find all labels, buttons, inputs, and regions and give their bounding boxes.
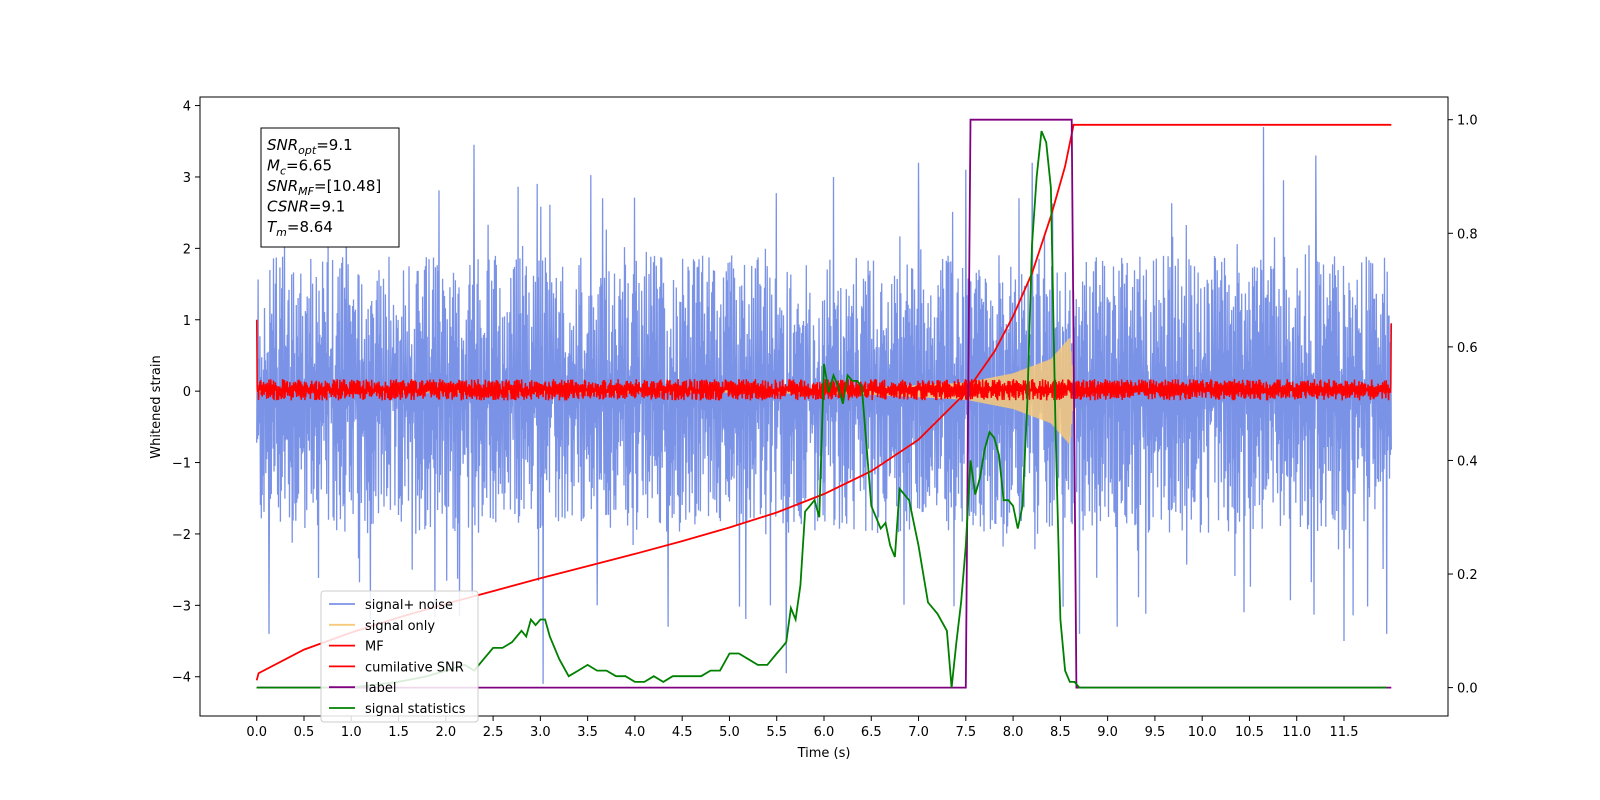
series-signal-noise xyxy=(256,126,1392,684)
x-tick-label: 3.5 xyxy=(577,725,598,740)
legend-frame xyxy=(320,590,479,723)
y-tick-label: 3 xyxy=(183,171,191,186)
legend-label: label xyxy=(365,681,396,696)
x-tick-label: 6.5 xyxy=(861,725,882,740)
x-axis-label: Time (s) xyxy=(797,746,851,761)
y2-tick-label: 0.6 xyxy=(1457,341,1478,356)
axes-ticks: 0.0 0.5 1.0 1.5 2.0 2.5 3.0 3.5 4.0 4.5 5.0 5.5 6.0 6… xyxy=(172,100,1478,740)
annotation-line: Mc=6.65 xyxy=(267,157,332,178)
y2-tick-label: 0.8 xyxy=(1457,227,1478,242)
x-tick-label: 10.5 xyxy=(1235,725,1264,740)
x-tick-label: 7.0 xyxy=(908,725,929,740)
x-tick-label: 0.0 xyxy=(246,725,267,740)
x-tick-label: 0.5 xyxy=(294,725,315,740)
x-tick-label: 11.0 xyxy=(1282,725,1311,740)
series-mf xyxy=(255,319,1393,401)
y2-tick-label: 0.2 xyxy=(1457,568,1478,583)
y2-tick-label: 0.4 xyxy=(1457,454,1478,469)
y-tick-label: 2 xyxy=(183,242,191,257)
x-tick-label: 8.0 xyxy=(1003,725,1024,740)
y-tick-label: −2 xyxy=(172,528,191,543)
x-tick-label: 8.5 xyxy=(1050,725,1071,740)
y-tick-label: 4 xyxy=(183,100,191,115)
y-tick-label: 0 xyxy=(183,385,191,400)
legend-label: MF xyxy=(365,640,384,655)
x-tick-label: 1.0 xyxy=(341,725,362,740)
x-tick-label: 6.0 xyxy=(814,725,835,740)
x-tick-label: 4.0 xyxy=(625,725,646,740)
x-tick-label: 5.5 xyxy=(766,725,787,740)
legend-label: cumilative SNR xyxy=(365,660,464,675)
y-tick-label: −3 xyxy=(172,599,191,614)
legend-label: signal+ noise xyxy=(365,598,453,613)
annotation-line: CSNR=9.1 xyxy=(267,198,345,216)
legend: signal+ noise signal only MF cumilative SNR… xyxy=(320,590,479,723)
annotation-line: SNRMF=[10.48] xyxy=(267,177,381,198)
y-tick-label: 1 xyxy=(183,314,191,329)
x-tick-label: 1.5 xyxy=(388,725,409,740)
annotation-line: SNRopt=9.1 xyxy=(267,136,353,157)
x-tick-label: 2.5 xyxy=(483,725,504,740)
series-signal-statistics xyxy=(256,130,1387,689)
y-tick-label: −1 xyxy=(172,457,191,472)
x-tick-label: 4.5 xyxy=(672,725,693,740)
x-tick-label: 7.5 xyxy=(955,725,976,740)
legend-label: signal only xyxy=(365,619,435,634)
legend-label: signal statistics xyxy=(365,702,466,717)
annotation-box xyxy=(260,127,400,248)
y2-tick-label: 1.0 xyxy=(1457,114,1478,129)
x-tick-label: 3.0 xyxy=(530,725,551,740)
x-tick-label: 5.0 xyxy=(719,725,740,740)
x-tick-label: 2.0 xyxy=(435,725,456,740)
y-tick-label: −4 xyxy=(172,671,191,686)
x-tick-label: 9.5 xyxy=(1145,725,1166,740)
y-axis-label: Whitened strain xyxy=(149,355,164,458)
x-tick-label: 11.5 xyxy=(1330,725,1359,740)
x-tick-label: 10.0 xyxy=(1188,725,1217,740)
x-tick-label: 9.0 xyxy=(1097,725,1118,740)
y2-tick-label: 0.0 xyxy=(1457,682,1478,697)
annotation-line: Tm=8.64 xyxy=(267,218,333,239)
